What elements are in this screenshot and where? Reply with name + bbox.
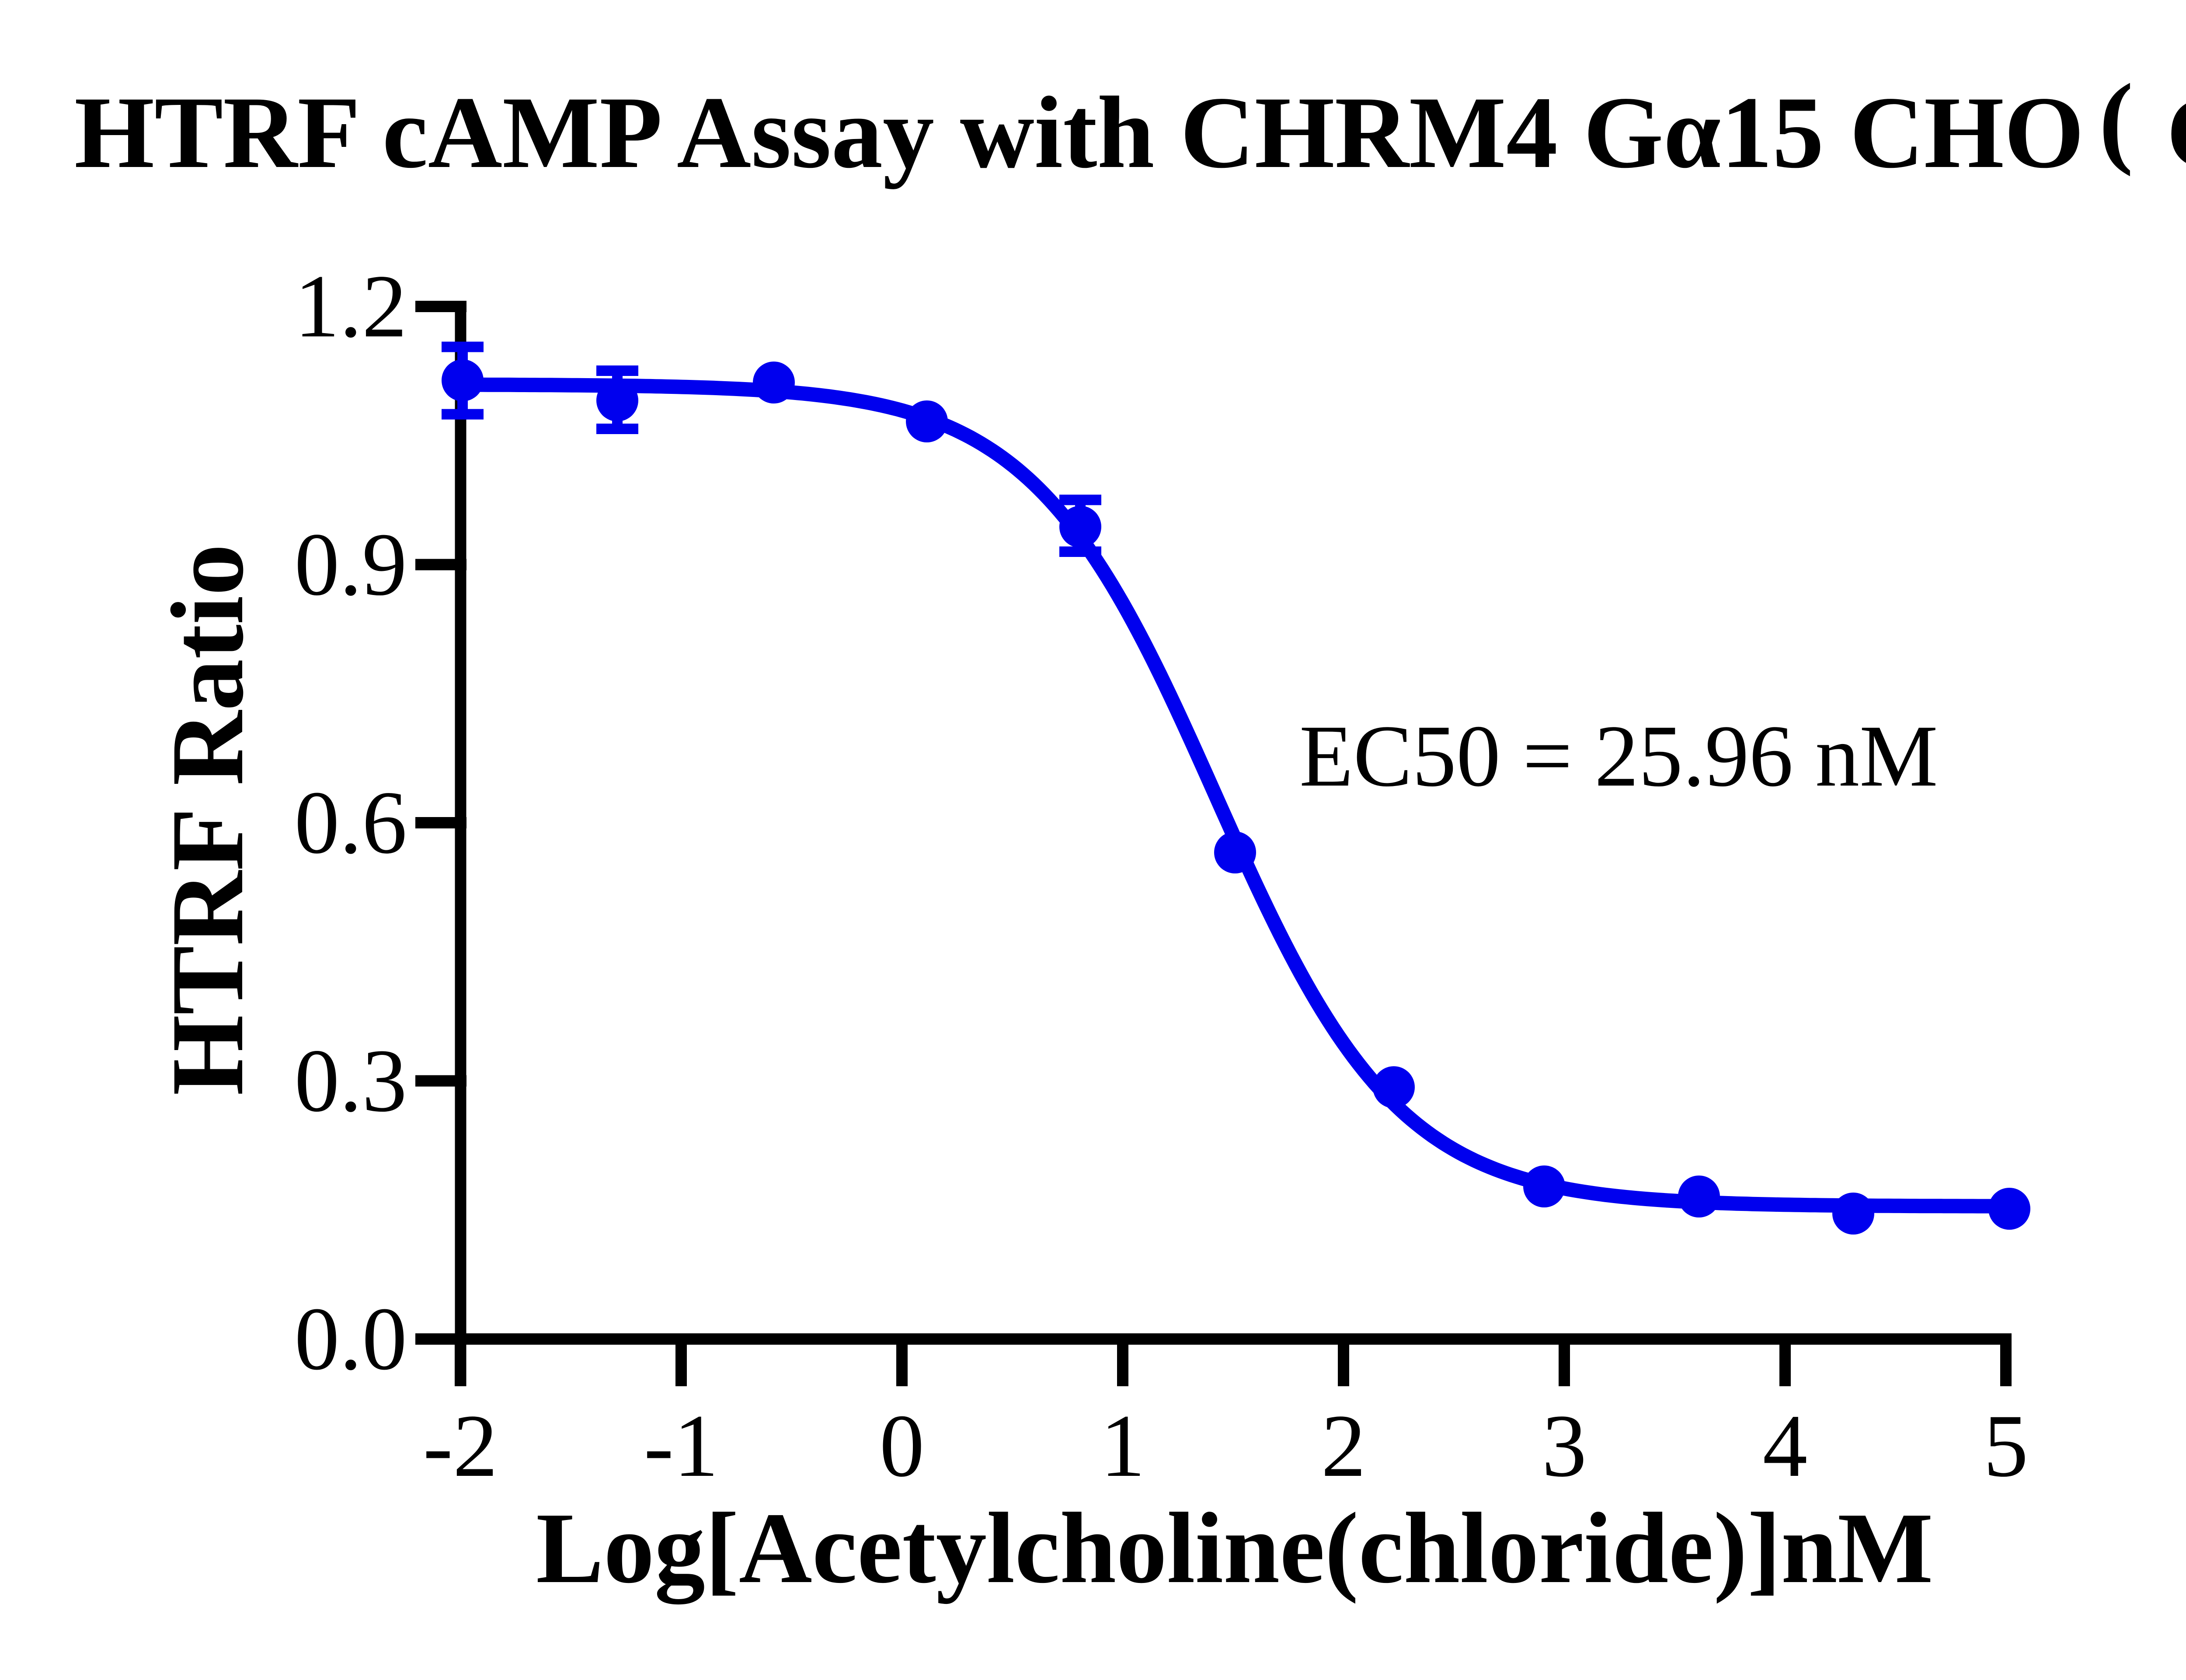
svg-text:C7: C7 xyxy=(2166,75,2186,189)
svg-text:EC50 = 25.96 nM: EC50 = 25.96 nM xyxy=(1299,707,1938,805)
svg-text:HTRF cAMP Assay with CHRM4 Gα1: HTRF cAMP Assay with CHRM4 Gα15 CHO xyxy=(74,75,2084,189)
svg-text:HTRF Ratio: HTRF Ratio xyxy=(150,544,265,1096)
svg-text:(: ( xyxy=(2099,63,2133,177)
svg-text:0.9: 0.9 xyxy=(295,514,407,614)
svg-text:0.3: 0.3 xyxy=(295,1030,407,1130)
svg-text:1: 1 xyxy=(1100,1396,1145,1496)
svg-text:2: 2 xyxy=(1321,1396,1366,1496)
svg-text:4: 4 xyxy=(1763,1396,1808,1496)
svg-text:5: 5 xyxy=(1984,1396,2029,1496)
svg-text:0.0: 0.0 xyxy=(295,1289,407,1389)
svg-text:Log[Acetylcholine(chloride)]nM: Log[Acetylcholine(chloride)]nM xyxy=(536,1492,1933,1604)
svg-text:-1: -1 xyxy=(644,1396,719,1496)
svg-text:3: 3 xyxy=(1542,1396,1587,1496)
svg-text:0: 0 xyxy=(880,1396,925,1496)
svg-text:0.6: 0.6 xyxy=(295,772,407,873)
svg-text:-2: -2 xyxy=(423,1396,498,1496)
svg-text:1.2: 1.2 xyxy=(295,256,407,356)
